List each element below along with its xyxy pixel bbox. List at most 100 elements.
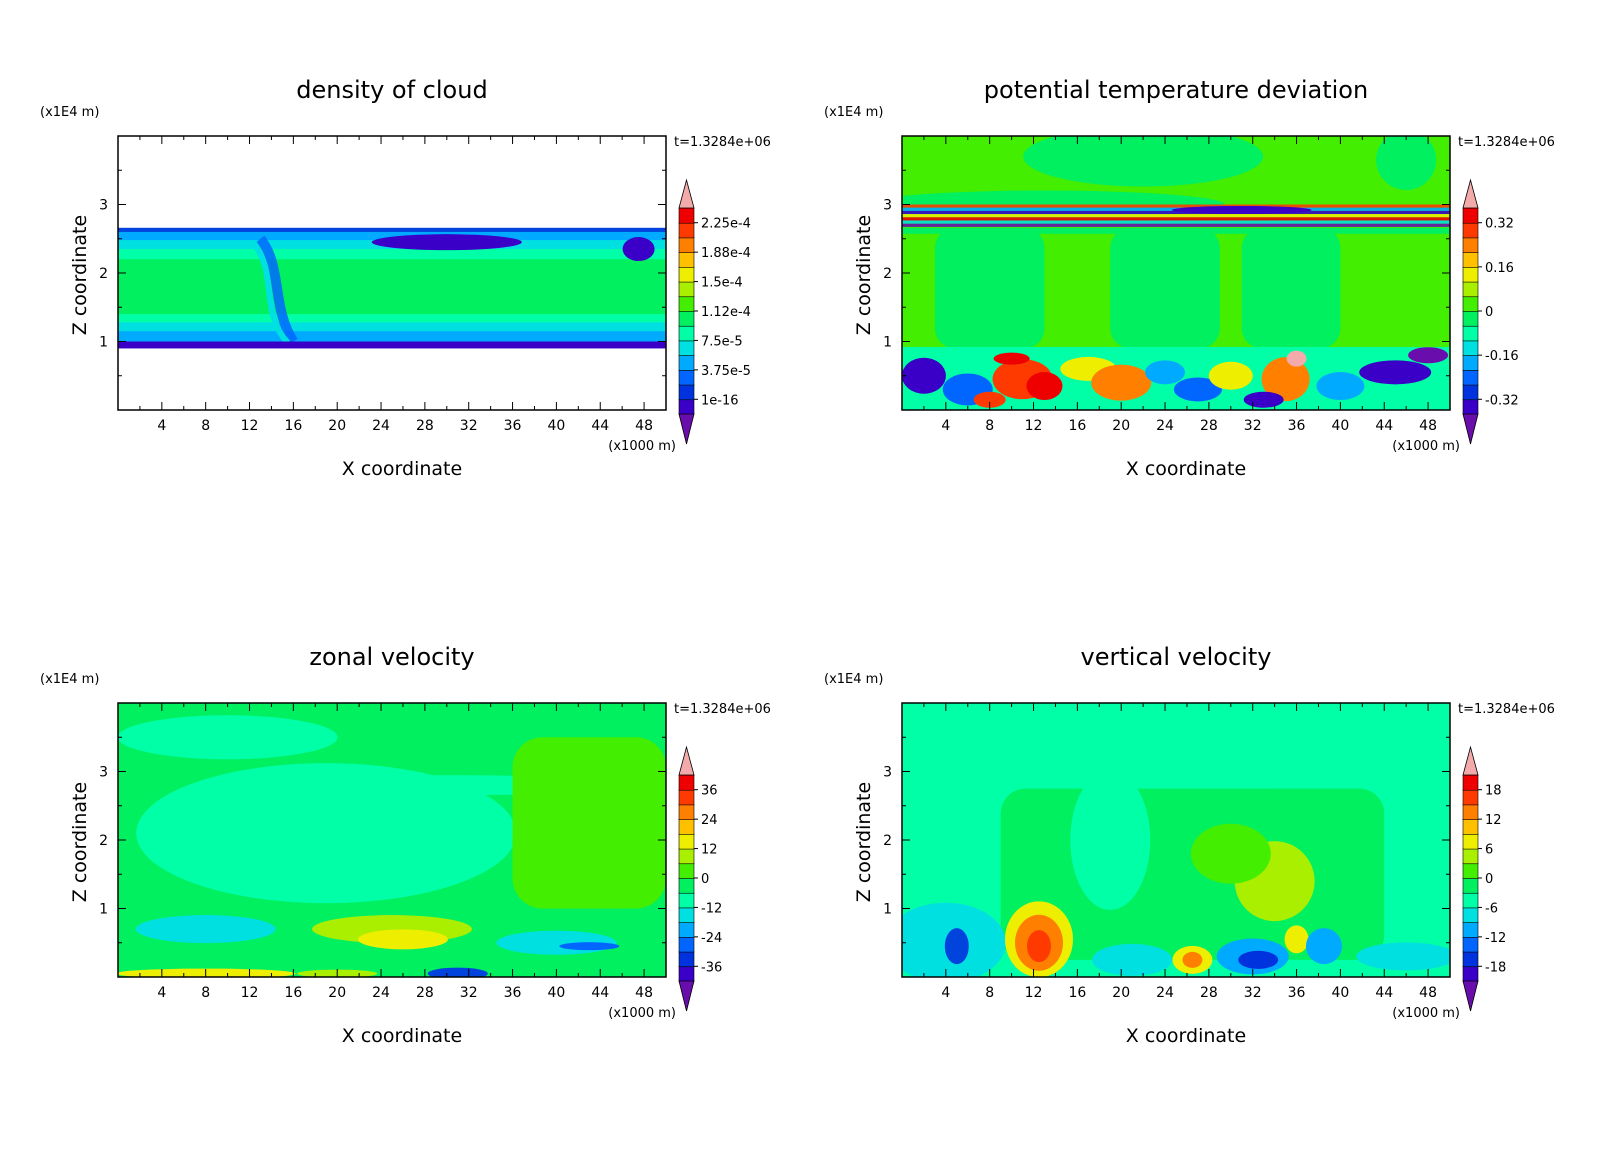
x-tick-label: 8 — [201, 418, 210, 434]
theta-column — [934, 227, 1045, 349]
colorbar-segment — [678, 877, 695, 894]
colorbar-label: 36 — [701, 784, 718, 799]
colorbar-segment — [1462, 774, 1479, 791]
chart-title: potential temperature deviation — [984, 76, 1368, 104]
colorbar-label: 7.5e-5 — [701, 334, 743, 349]
time-label: t=1.3284e+06 — [1458, 135, 1555, 150]
u-eddy — [559, 942, 620, 951]
colorbar-bottom-arrow — [1462, 413, 1479, 445]
y-unit-label: (x1E4 m) — [40, 672, 99, 687]
x-tick-label: 16 — [1068, 985, 1086, 1001]
colorbar-label: 1e-16 — [701, 393, 739, 408]
colorbar: 2.25e-4 1.88e-4 1.5e-4 1.12e-4 7.5e-5 3.75e-5… — [678, 178, 751, 445]
theta-stripe — [1171, 205, 1312, 214]
x-unit-label: (x1000 m) — [608, 439, 676, 454]
colorbar-label: 0 — [701, 872, 709, 887]
colorbar-segment — [1462, 833, 1479, 850]
colorbar-segment — [678, 325, 695, 342]
cloud-plume — [252, 243, 291, 345]
colorbar-label: 12 — [701, 843, 718, 858]
colorbar-segment — [678, 892, 695, 909]
y-axis-label: Z coordinate — [69, 215, 91, 335]
chart-title: density of cloud — [296, 76, 487, 104]
colorbar-segment — [678, 907, 695, 923]
colorbar-bottom-arrow — [678, 413, 695, 445]
x-tick-label: 16 — [284, 418, 302, 434]
colorbar-segment — [678, 295, 695, 312]
theta-column — [1241, 227, 1341, 349]
colorbar-segment — [1462, 951, 1479, 968]
theta-patch — [1023, 136, 1264, 187]
chart-panel: potential temperature deviation (x1E4 m) t… — [824, 76, 1555, 480]
colorbar-segment — [678, 921, 695, 938]
x-axis-label: X coordinate — [342, 1025, 462, 1047]
theta-eddy — [1243, 391, 1284, 408]
theta-stripe — [902, 220, 1450, 224]
x-tick-label: 28 — [1200, 418, 1218, 434]
colorbar-segment — [1462, 965, 1479, 982]
y-unit-label: (x1E4 m) — [824, 672, 883, 687]
x-tick-label: 44 — [591, 418, 609, 434]
colorbar-segment — [678, 951, 695, 968]
colorbar-segment — [1462, 354, 1479, 371]
w-eddy — [1284, 925, 1309, 954]
x-tick-label: 24 — [372, 418, 390, 434]
x-tick-label: 44 — [591, 985, 609, 1001]
colorbar-segment — [678, 266, 695, 283]
y-unit-label: (x1E4 m) — [824, 105, 883, 120]
colorbar-label: 12 — [1485, 813, 1502, 828]
colorbar-segment — [678, 237, 695, 253]
colorbar-top-arrow — [1462, 178, 1479, 209]
x-tick-label: 8 — [985, 418, 994, 434]
cloud-plume — [256, 235, 298, 345]
time-label: t=1.3284e+06 — [674, 702, 771, 717]
colorbar-label: 6 — [1485, 843, 1493, 858]
colorbar-segment — [678, 818, 695, 835]
colorbar-segment — [678, 340, 695, 356]
time-label: t=1.3284e+06 — [674, 135, 771, 150]
x-tick-label: 20 — [328, 418, 346, 434]
x-tick-label: 48 — [635, 985, 653, 1001]
y-tick-label: 1 — [883, 335, 892, 351]
colorbar-segment — [678, 848, 695, 865]
colorbar-label: -0.16 — [1485, 349, 1519, 364]
colorbar-top-arrow — [678, 178, 695, 209]
x-tick-label: 48 — [635, 418, 653, 434]
chart-panel: zonal velocity(x1E4 m)t=1.3284e+064 8 12 16… — [40, 643, 771, 1047]
x-tick-label: 12 — [241, 418, 259, 434]
w-eddy — [1027, 930, 1051, 963]
x-unit-label: (x1000 m) — [1392, 439, 1460, 454]
theta-eddy — [902, 357, 946, 394]
theta-column — [902, 227, 1450, 234]
colorbar-segment — [1462, 222, 1479, 239]
colorbar-label: -12 — [1485, 931, 1506, 946]
x-tick-label: 40 — [547, 985, 565, 1001]
x-tick-label: 28 — [416, 985, 434, 1001]
colorbar-segment — [678, 354, 695, 371]
x-axis-label: X coordinate — [342, 458, 462, 480]
w-eddy — [1092, 943, 1173, 976]
x-tick-label: 36 — [504, 985, 522, 1001]
theta-eddy — [1408, 347, 1449, 364]
y-tick-label: 1 — [99, 335, 108, 351]
y-axis-label: Z coordinate — [69, 782, 91, 902]
colorbar-segment — [678, 222, 695, 239]
colorbar-label: 0.16 — [1485, 261, 1514, 276]
w-eddy — [1238, 950, 1279, 969]
colorbar-label: 1.5e-4 — [701, 276, 743, 291]
theta-eddy — [973, 391, 1006, 408]
colorbar-segment — [678, 398, 695, 415]
x-tick-label: 12 — [241, 985, 259, 1001]
x-tick-label: 36 — [1288, 985, 1306, 1001]
y-tick-label: 2 — [883, 833, 892, 849]
colorbar: 0.32 0.16 0 -0.16 -0.32 — [1462, 178, 1519, 445]
colorbar: 36 24 12 0 -12 -24 -36 — [678, 745, 722, 1012]
colorbar-segment — [1462, 340, 1479, 356]
theta-eddy — [1208, 361, 1253, 390]
w-patch — [1070, 770, 1151, 910]
x-tick-label: 32 — [1244, 985, 1262, 1001]
w-eddy — [1356, 942, 1450, 971]
x-tick-label: 32 — [460, 418, 478, 434]
u-eddy — [118, 968, 296, 977]
